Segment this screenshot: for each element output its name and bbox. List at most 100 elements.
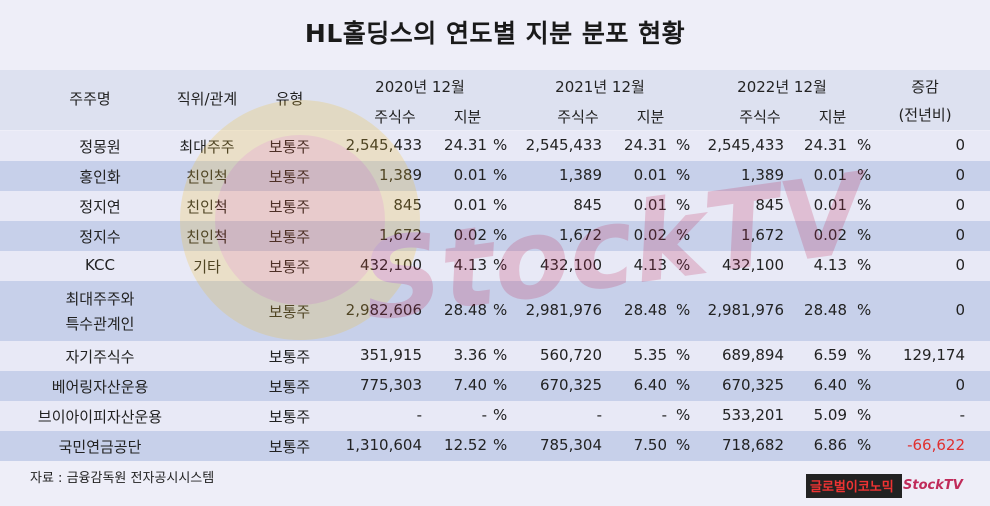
- cell-change: -: [959, 406, 965, 424]
- header-stake-2020: 지분: [453, 108, 482, 126]
- cell-stake-2020: 28.48: [444, 301, 487, 319]
- header-type: 유형: [275, 90, 304, 108]
- cell-stake-2021: 0.02: [633, 226, 667, 244]
- cell-stake-2021: 4.13: [633, 256, 667, 274]
- cell-shares-2022: 670,325: [721, 376, 784, 394]
- cell-shares-2021: 670,325: [539, 376, 602, 394]
- cell-shares-2022: 689,894: [721, 346, 784, 364]
- cell-stake-2022: 6.86: [813, 436, 847, 454]
- cell-shares-2022: 845: [755, 196, 784, 214]
- cell-position: 최대주주: [179, 138, 235, 156]
- header-year-2022: 2022년 12월: [737, 78, 827, 96]
- cell-position: 친인척: [186, 198, 228, 216]
- cell-position: 기타: [193, 258, 221, 276]
- cell-shares-2022: 2,545,433: [707, 136, 784, 154]
- cell-type: 보통주: [268, 348, 311, 366]
- cell-stake-2021: 0.01: [633, 196, 667, 214]
- cell-stake-2022: 5.09: [813, 406, 847, 424]
- cell-shareholder: 자기주식수: [65, 348, 135, 366]
- cell-shareholder: 정지수: [79, 228, 121, 246]
- table-row: [0, 191, 990, 221]
- cell-shares-2021: 2,545,433: [525, 136, 602, 154]
- source-note: 자료 : 금융감독원 전자공시시스템: [30, 471, 215, 486]
- percent-sign: %: [493, 256, 508, 274]
- cell-type: 보통주: [268, 258, 311, 276]
- cell-shares-2020: 432,100: [359, 256, 422, 274]
- table-row: [0, 221, 990, 251]
- cell-stake-2021: 6.40: [633, 376, 667, 394]
- header-shares-2020: 주식수: [374, 108, 416, 126]
- percent-sign: %: [676, 256, 691, 274]
- cell-stake-2020: 0.01: [453, 166, 487, 184]
- cell-shareholder: 최대주주와 특수관계인: [20, 287, 180, 337]
- cell-change: 0: [955, 136, 965, 154]
- cell-shares-2022: 432,100: [721, 256, 784, 274]
- cell-stake-2022: 4.13: [813, 256, 847, 274]
- cell-shares-2022: 718,682: [721, 436, 784, 454]
- percent-sign: %: [493, 376, 508, 394]
- table-row: [0, 401, 990, 431]
- cell-stake-2022: 6.59: [813, 346, 847, 364]
- header-year-2021: 2021년 12월: [555, 78, 645, 96]
- cell-type: 보통주: [268, 408, 311, 426]
- cell-type: 보통주: [268, 228, 311, 246]
- cell-type: 보통주: [268, 168, 311, 186]
- cell-stake-2020: 24.31: [444, 136, 487, 154]
- table-row: [0, 161, 990, 191]
- percent-sign: %: [493, 436, 508, 454]
- table-header-background: [0, 70, 990, 130]
- percent-sign: %: [493, 166, 508, 184]
- cell-stake-2021: 7.50: [633, 436, 667, 454]
- cell-stake-2022: 0.02: [813, 226, 847, 244]
- cell-stake-2020: 3.36: [453, 346, 487, 364]
- percent-sign: %: [676, 226, 691, 244]
- table-row: [0, 371, 990, 401]
- cell-shareholder: 정지연: [79, 198, 121, 216]
- percent-sign: %: [676, 166, 691, 184]
- percent-sign: %: [493, 196, 508, 214]
- header-stake-2022: 지분: [818, 108, 847, 126]
- percent-sign: %: [676, 196, 691, 214]
- table-row: [0, 131, 990, 161]
- cell-shares-2020: 1,389: [379, 166, 422, 184]
- percent-sign: %: [857, 346, 872, 364]
- cell-shares-2021: 845: [573, 196, 602, 214]
- cell-shares-2020: -: [416, 406, 422, 424]
- cell-shares-2021: 432,100: [539, 256, 602, 274]
- global-economic-logo: 글로벌이코노믹: [806, 474, 902, 498]
- header-shares-2022: 주식수: [739, 108, 781, 126]
- table-row: [0, 431, 990, 461]
- cell-shares-2020: 845: [393, 196, 422, 214]
- cell-change: 0: [955, 301, 965, 319]
- cell-shareholder: 베어링자산운용: [51, 378, 149, 396]
- cell-stake-2020: 7.40: [453, 376, 487, 394]
- cell-shares-2022: 533,201: [721, 406, 784, 424]
- percent-sign: %: [493, 301, 508, 319]
- percent-sign: %: [857, 136, 872, 154]
- cell-stake-2021: 0.01: [633, 166, 667, 184]
- cell-type: 보통주: [268, 198, 311, 216]
- page-title: HL홀딩스의 연도별 지분 분포 현황: [304, 19, 686, 48]
- cell-shares-2020: 2,982,606: [345, 301, 422, 319]
- percent-sign: %: [857, 406, 872, 424]
- cell-shares-2022: 2,981,976: [707, 301, 784, 319]
- cell-shareholder: 국민연금공단: [58, 438, 142, 456]
- cell-shares-2020: 351,915: [359, 346, 422, 364]
- cell-change: -66,622: [907, 436, 965, 454]
- cell-stake-2020: 4.13: [453, 256, 487, 274]
- cell-shares-2020: 1,310,604: [345, 436, 422, 454]
- cell-shares-2021: 1,672: [559, 226, 602, 244]
- cell-shares-2021: 785,304: [539, 436, 602, 454]
- cell-stake-2021: 28.48: [624, 301, 667, 319]
- percent-sign: %: [676, 406, 691, 424]
- percent-sign: %: [857, 196, 872, 214]
- stocktv-logo: StockTV: [903, 478, 963, 493]
- cell-change: 0: [955, 166, 965, 184]
- percent-sign: %: [493, 406, 508, 424]
- percent-sign: %: [493, 346, 508, 364]
- percent-sign: %: [676, 301, 691, 319]
- header-year-2020: 2020년 12월: [375, 78, 465, 96]
- header-stake-2021: 지분: [636, 108, 665, 126]
- cell-shares-2021: 560,720: [539, 346, 602, 364]
- cell-change: 129,174: [902, 346, 965, 364]
